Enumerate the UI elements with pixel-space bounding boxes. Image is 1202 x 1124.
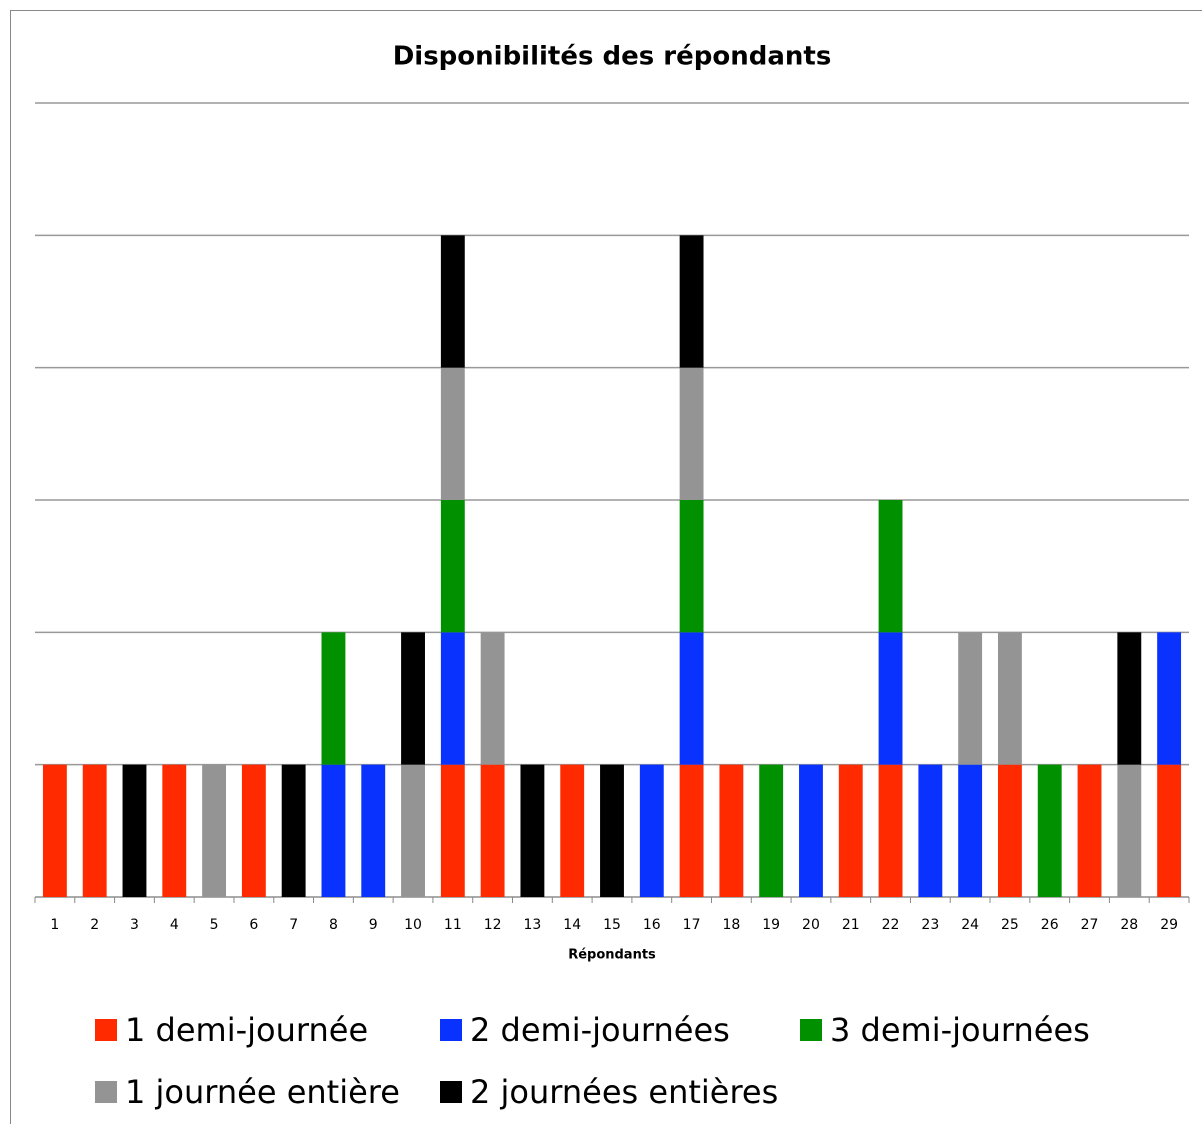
bar-segment <box>1157 632 1182 765</box>
bar-segment <box>440 235 465 368</box>
legend-label: 2 demi-journées <box>470 1011 730 1049</box>
x-tick-label: 7 <box>289 917 298 933</box>
bar-segment <box>958 764 983 897</box>
bar-segment <box>321 632 346 765</box>
x-tick-label: 5 <box>210 917 219 933</box>
x-axis-label: Répondants <box>568 948 656 963</box>
x-tick-label: 16 <box>643 917 661 933</box>
bar-segment <box>997 632 1022 765</box>
x-tick-label: 26 <box>1041 917 1059 933</box>
x-tick-label: 4 <box>170 917 179 933</box>
bar-segment <box>878 764 903 897</box>
legend-swatch <box>95 1081 117 1103</box>
bar-segment <box>1117 632 1142 765</box>
bar-segment <box>281 764 306 897</box>
bar-segment <box>600 764 624 897</box>
bar-segment <box>918 764 943 897</box>
bar-segment <box>401 764 425 897</box>
bar-segment <box>122 764 147 897</box>
x-tick-label: 25 <box>1001 917 1019 933</box>
x-tick-label: 22 <box>882 917 900 933</box>
x-tick-label: 1 <box>50 917 59 933</box>
bar-segment <box>42 764 67 897</box>
bar-segment <box>440 367 465 500</box>
legend-swatch <box>800 1019 822 1041</box>
bar-segment <box>1077 764 1102 897</box>
bar-segment <box>838 764 863 897</box>
bar-segment <box>878 632 903 765</box>
bar-segment <box>82 764 107 897</box>
x-tick-label: 15 <box>603 917 621 933</box>
x-tick-label: 9 <box>369 917 378 933</box>
bar-segment <box>440 764 465 897</box>
bar-segment <box>679 500 704 633</box>
legend-label: 3 demi-journées <box>830 1011 1090 1049</box>
bar-segment <box>401 632 425 765</box>
legend-label: 2 journées entières <box>470 1073 778 1111</box>
bar-segment <box>1037 764 1062 897</box>
bar-segment <box>997 764 1022 897</box>
x-tick-label: 17 <box>683 917 701 933</box>
bar-segment <box>759 764 784 897</box>
x-tick-label: 29 <box>1160 917 1178 933</box>
bar-segment <box>241 764 266 897</box>
bar-segment <box>361 764 386 897</box>
x-tick-label: 19 <box>762 917 780 933</box>
legend-swatch <box>440 1081 462 1103</box>
bar-segment <box>958 632 983 765</box>
bar-segment <box>878 500 903 633</box>
bar-segment <box>679 235 704 368</box>
bar-segment <box>162 764 187 897</box>
bar-segment <box>679 632 704 765</box>
x-tick-label: 18 <box>722 917 740 933</box>
x-tick-label: 20 <box>802 917 820 933</box>
bar-segment <box>560 764 585 897</box>
bar-segment <box>799 764 823 897</box>
bar-segment <box>480 764 505 897</box>
bar-segment <box>520 764 545 897</box>
x-tick-label: 13 <box>523 917 541 933</box>
bar-segment <box>202 764 227 897</box>
legend-label: 1 journée entière <box>125 1073 400 1111</box>
x-tick-label: 27 <box>1081 917 1099 933</box>
x-tick-label: 11 <box>444 917 462 933</box>
x-tick-label: 28 <box>1120 917 1138 933</box>
bar-segment <box>440 632 465 765</box>
bar-segment <box>679 367 704 500</box>
legend-label: 1 demi-journée <box>125 1011 368 1049</box>
bar-segment <box>321 764 346 897</box>
bar-segment <box>1117 764 1142 897</box>
x-tick-label: 10 <box>404 917 422 933</box>
chart-title: Disponibilités des répondants <box>393 42 832 72</box>
bar-segment <box>1157 764 1182 897</box>
chart-frame <box>10 10 1202 1124</box>
bar-segment <box>639 764 664 897</box>
x-tick-label: 6 <box>249 917 258 933</box>
x-tick-label: 21 <box>842 917 860 933</box>
x-tick-label: 2 <box>90 917 99 933</box>
bar-segment <box>719 764 744 897</box>
bar-segment <box>679 764 704 897</box>
x-tick-label: 24 <box>961 917 979 933</box>
bar-segment <box>480 632 505 765</box>
x-tick-label: 12 <box>484 917 502 933</box>
x-tick-label: 23 <box>921 917 939 933</box>
x-tick-label: 14 <box>563 917 581 933</box>
x-tick-label: 3 <box>130 917 139 933</box>
legend-swatch <box>440 1019 462 1041</box>
bar-segment <box>440 500 465 633</box>
legend-swatch <box>95 1019 117 1041</box>
x-tick-label: 8 <box>329 917 338 933</box>
